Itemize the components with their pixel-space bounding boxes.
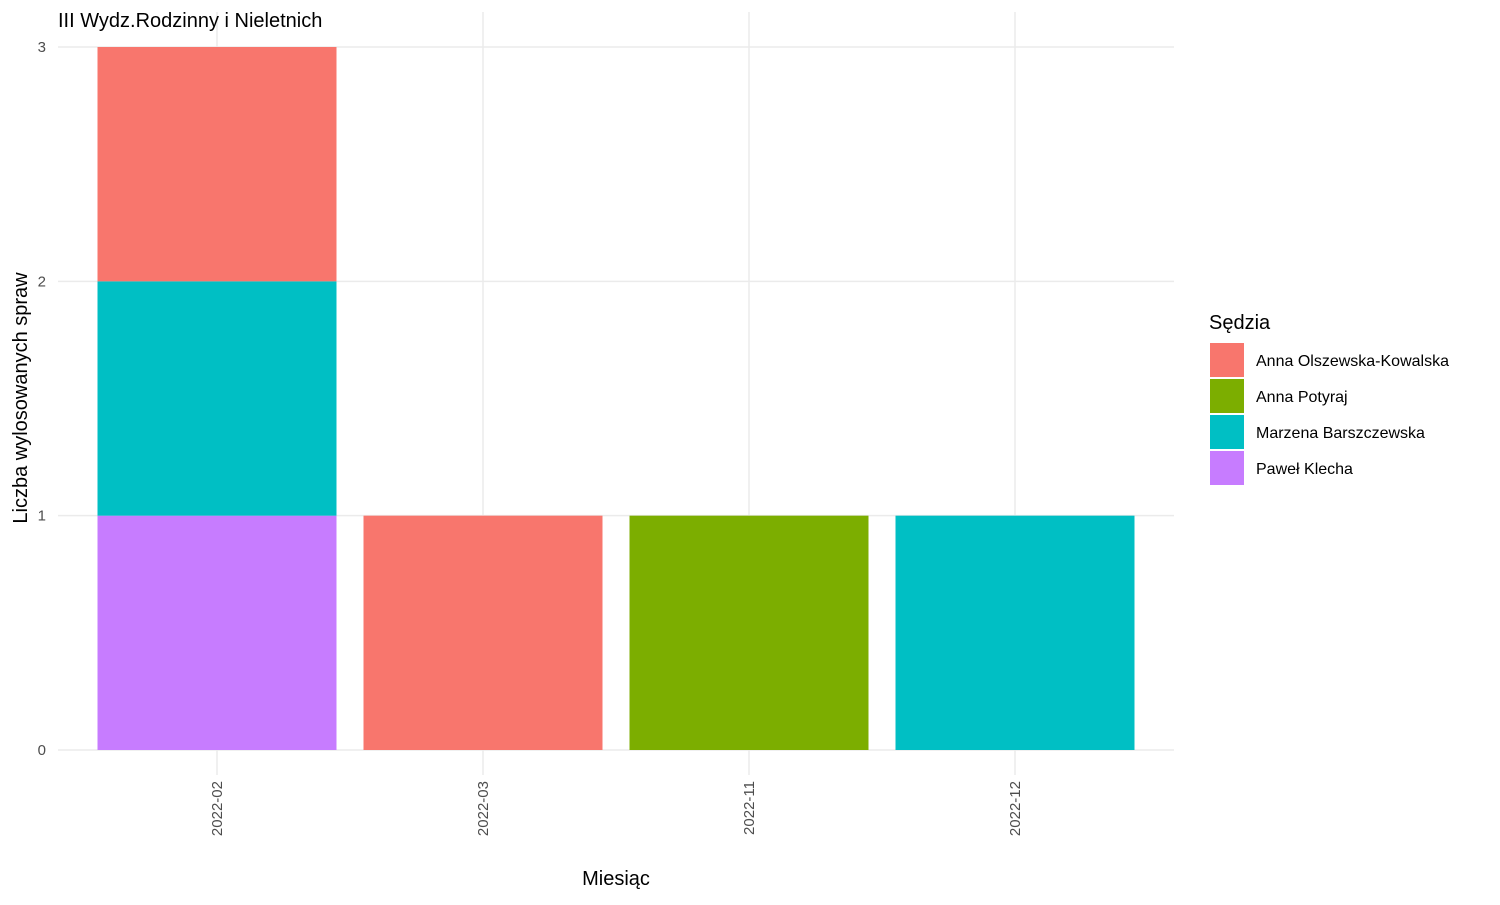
y-tick-label: 0 bbox=[38, 742, 46, 759]
legend-label: Anna Olszewska-Kowalska bbox=[1256, 353, 1449, 370]
bar-segment bbox=[363, 515, 603, 750]
legend-swatch bbox=[1210, 379, 1244, 413]
bar-segment bbox=[895, 515, 1135, 750]
bar-segment bbox=[629, 515, 869, 750]
x-tick-label: 2022-12 bbox=[1007, 781, 1024, 836]
legend-items: Anna Olszewska-Kowalska Anna Potyraj Marze… bbox=[1210, 343, 1449, 485]
x-tick-label: 2022-11 bbox=[741, 781, 758, 835]
bars-layer bbox=[97, 47, 1135, 750]
legend: Sędzia Anna Olszewska-Kowalska Anna Potyr… bbox=[1209, 312, 1449, 485]
chart-title: III Wydz.Rodzinny i Nieletnich bbox=[58, 10, 322, 32]
y-tick-label: 2 bbox=[38, 273, 46, 290]
y-tick-label: 1 bbox=[38, 508, 46, 525]
bar-segment bbox=[97, 515, 337, 750]
bar-segment bbox=[97, 281, 337, 516]
legend-label: Paweł Klecha bbox=[1256, 461, 1353, 478]
x-tick-label: 2022-02 bbox=[209, 781, 226, 836]
legend-swatch bbox=[1210, 343, 1244, 377]
y-axis-title: Liczba wylosowanych spraw bbox=[10, 272, 32, 524]
y-axis-ticks: 0 1 2 3 bbox=[38, 39, 46, 759]
bar-segment bbox=[97, 47, 337, 282]
legend-swatch bbox=[1210, 451, 1244, 485]
legend-swatch bbox=[1210, 415, 1244, 449]
x-axis-ticks: 2022-02 2022-03 2022-11 2022-12 bbox=[209, 781, 1024, 836]
legend-label: Marzena Barszczewska bbox=[1256, 425, 1425, 442]
x-axis-title: Miesiąc bbox=[582, 868, 650, 890]
x-tick-label: 2022-03 bbox=[475, 781, 492, 836]
legend-label: Anna Potyraj bbox=[1256, 389, 1348, 406]
y-tick-label: 3 bbox=[38, 39, 46, 56]
legend-title: Sędzia bbox=[1209, 312, 1271, 334]
